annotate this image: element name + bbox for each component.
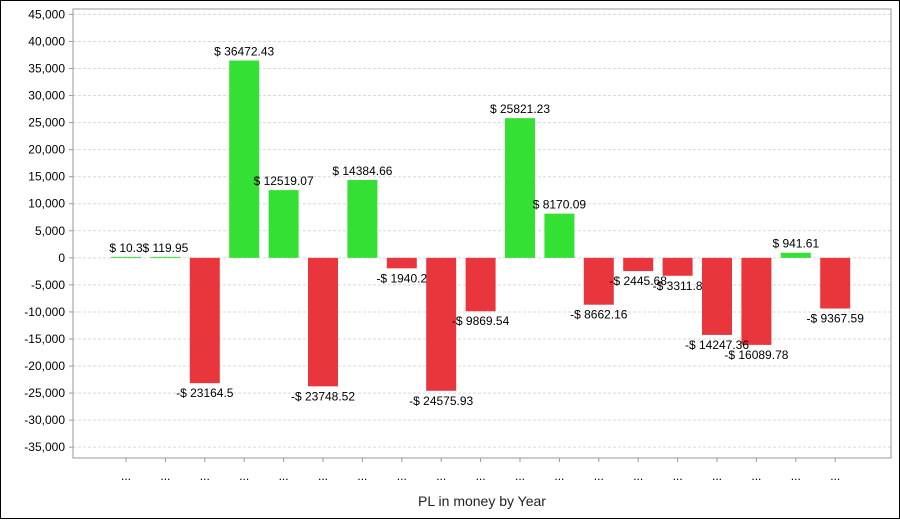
- x-category-label: ...: [751, 469, 761, 483]
- x-category-label: ...: [830, 469, 840, 483]
- x-axis-categories: ........................................…: [121, 458, 840, 483]
- bar[interactable]: [662, 257, 693, 276]
- data-labels: $ 10.3 $ 119.95 -$ 23164.5 $ 36472.43 $ 1251…: [109, 45, 864, 408]
- bar[interactable]: [426, 257, 457, 391]
- x-category-label: ...: [279, 469, 289, 483]
- y-tick-label: -30,000: [24, 413, 65, 427]
- bar[interactable]: [308, 257, 338, 387]
- y-tick-label: 30,000: [28, 89, 65, 103]
- y-tick-label: -15,000: [24, 332, 65, 346]
- data-label: -$ 24575.93: [409, 394, 473, 408]
- x-category-label: ...: [476, 469, 486, 483]
- bar[interactable]: [189, 257, 220, 384]
- bar[interactable]: [623, 257, 654, 272]
- data-label: -$ 1940.2: [376, 271, 427, 285]
- x-category-label: ...: [515, 469, 525, 483]
- bar[interactable]: [702, 257, 732, 335]
- x-category-label: ...: [633, 469, 643, 483]
- data-label: $ 14384.66: [332, 164, 392, 178]
- y-tick-label: 15,000: [28, 170, 65, 184]
- x-axis-title: PL in money by Year: [418, 493, 546, 509]
- data-label: -$ 16089.78: [724, 348, 788, 362]
- y-tick-label: 0: [58, 251, 65, 265]
- bar[interactable]: [505, 118, 535, 258]
- y-tick-label: -5,000: [31, 278, 65, 292]
- bar[interactable]: [268, 190, 299, 258]
- bar[interactable]: [820, 257, 851, 309]
- bars: [111, 60, 851, 391]
- data-label: $ 12519.07: [254, 174, 314, 188]
- y-tick-label: 25,000: [28, 116, 65, 130]
- x-category-label: ...: [594, 469, 604, 483]
- plot-area: [72, 8, 892, 459]
- y-tick-label: 40,000: [28, 34, 65, 48]
- x-category-label: ...: [712, 469, 722, 483]
- x-category-label: ...: [160, 469, 170, 483]
- x-category-label: ...: [318, 469, 328, 483]
- data-label: $ 119.95: [142, 241, 188, 255]
- bar[interactable]: [544, 213, 575, 258]
- data-label: -$ 9869.54: [452, 314, 510, 328]
- data-label: -$ 14247.36: [685, 338, 749, 352]
- y-tick-label: -35,000: [24, 440, 65, 454]
- data-label: $ 36472.43: [214, 45, 274, 59]
- y-tick-label: -25,000: [24, 386, 65, 400]
- y-axis-ticks: 45,000 40,000 35,000 30,000 25,000 20,000 15,0…: [24, 7, 73, 454]
- bar[interactable]: [150, 256, 181, 258]
- bar[interactable]: [465, 257, 496, 312]
- bar[interactable]: [741, 257, 772, 345]
- data-label: -$ 3311.8: [653, 279, 703, 293]
- bar[interactable]: [111, 256, 141, 258]
- x-category-label: ...: [436, 469, 446, 483]
- x-category-label: ...: [239, 469, 249, 483]
- bar[interactable]: [780, 252, 811, 258]
- y-tick-label: -10,000: [24, 305, 65, 319]
- x-category-label: ...: [791, 469, 801, 483]
- x-category-label: ...: [200, 469, 210, 483]
- data-label: -$ 2445.68: [610, 274, 668, 288]
- y-tick-label: -20,000: [24, 359, 65, 373]
- data-label: -$ 23748.52: [291, 389, 355, 403]
- data-label: -$ 8662.16: [570, 308, 628, 322]
- x-category-label: ...: [121, 469, 131, 483]
- bar[interactable]: [386, 257, 417, 269]
- y-tick-label: 35,000: [28, 62, 65, 76]
- data-label: $ 941.61: [772, 237, 819, 251]
- y-tick-label: 10,000: [28, 197, 65, 211]
- data-label: -$ 23164.5: [176, 386, 234, 400]
- data-label: $ 8170.09: [533, 198, 587, 212]
- data-label: -$ 9367.59: [807, 312, 865, 326]
- bar[interactable]: [347, 180, 378, 258]
- x-category-label: ...: [673, 469, 683, 483]
- y-tick-label: 45,000: [28, 7, 65, 21]
- y-tick-label: 20,000: [28, 143, 65, 157]
- x-category-label: ...: [397, 469, 407, 483]
- x-category-label: ...: [357, 469, 367, 483]
- x-category-label: ...: [554, 469, 564, 483]
- data-label: $ 25821.23: [490, 102, 550, 116]
- data-label: $ 10.3: [109, 241, 143, 255]
- bar[interactable]: [583, 257, 614, 305]
- y-tick-label: 5,000: [35, 224, 65, 238]
- bar[interactable]: [229, 60, 260, 258]
